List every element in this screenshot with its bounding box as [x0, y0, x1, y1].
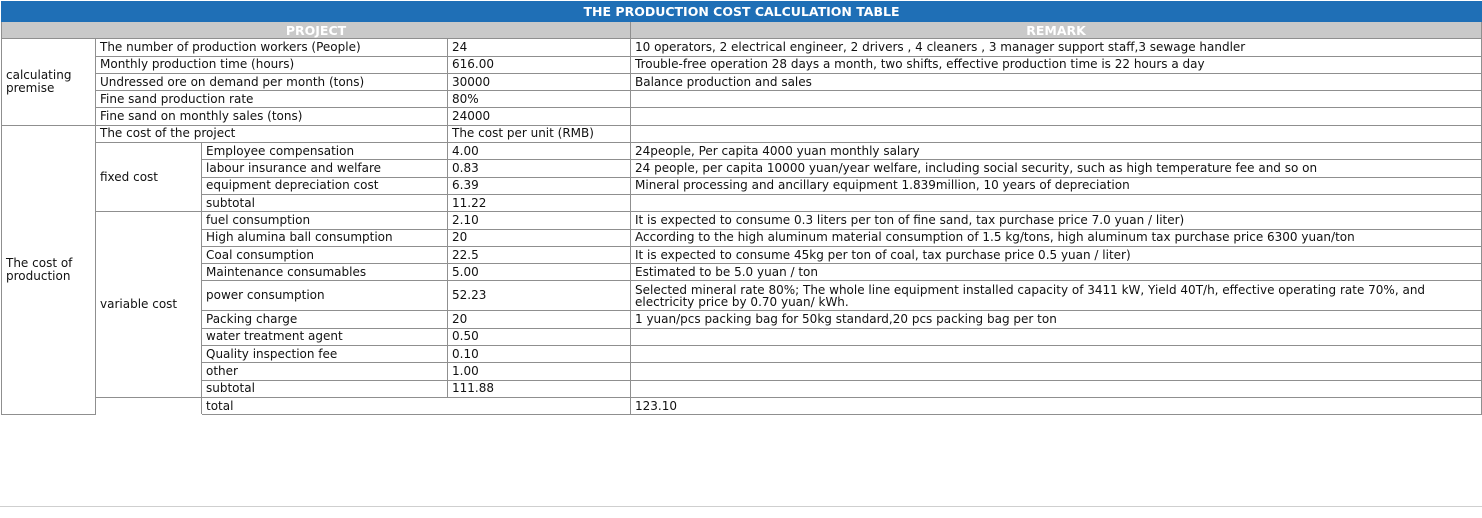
row-item: Undressed ore on demand per month (tons) [95, 72, 448, 92]
group-calculating-premise: calculating premise [1, 38, 96, 126]
row-remark: Estimated to be 5.0 yuan / ton [629, 263, 1482, 282]
row-remark: It is expected to consume 0.3 liters per… [629, 211, 1482, 230]
table-row: Fine sand on monthly sales (tons) 24000 [2, 107, 1482, 126]
header-remark: REMARK [629, 20, 1482, 40]
header-project: PROJECT [1, 20, 631, 40]
table-row: Quality inspection fee 0.10 [2, 345, 1482, 364]
row-item: Packing charge [201, 310, 448, 329]
table-row: labour insurance and welfare 0.83 24 peo… [2, 159, 1482, 178]
row-remark [629, 90, 1482, 109]
row-remark [629, 345, 1482, 364]
row-value: 1.00 [447, 362, 631, 381]
row-item: Quality inspection fee [201, 345, 448, 364]
row-remark [629, 193, 1482, 213]
row-value: 24000 [447, 107, 631, 126]
row-item: The number of production workers (People… [95, 38, 448, 57]
row-item: Fine sand on monthly sales (tons) [95, 107, 448, 126]
row-remark: Mineral processing and ancillary equipme… [629, 176, 1482, 195]
row-item: Employee compensation [201, 142, 448, 161]
row-remark: 1 yuan/pcs packing bag for 50kg standard… [629, 310, 1482, 329]
row-item: subtotal [201, 379, 448, 398]
row-value: 4.00 [447, 142, 631, 161]
row-value: 24 [447, 38, 631, 57]
header-row: PROJECT REMARK [1, 20, 1482, 40]
row-item: High alumina ball consumption [201, 228, 448, 247]
table-row: other 1.00 [2, 362, 1482, 381]
row-item: water treatment agent [201, 327, 448, 347]
row-value: 2.10 [447, 211, 631, 230]
row-item: Maintenance consumables [201, 263, 448, 282]
row-item: equipment depreciation cost [201, 176, 448, 195]
production-cost-table: THE PRODUCTION COST CALCULATION TABLE PR… [0, 1, 1482, 416]
row-remark [629, 327, 1482, 347]
table-row: High alumina ball consumption 20 Accordi… [2, 228, 1482, 247]
row-item: labour insurance and welfare [201, 159, 448, 178]
row-remark: 10 operators, 2 electrical engineer, 2 d… [629, 38, 1482, 57]
total-value: 123.10 [629, 396, 1482, 416]
bottom-divider [0, 506, 1482, 507]
table-row: fixed cost Employee compensation 4.00 24… [2, 142, 1482, 213]
row-value: 20 [447, 310, 631, 329]
row-value: 0.83 [447, 159, 631, 178]
row-value: The cost per unit (RMB) [447, 124, 631, 144]
total-label: total [201, 396, 631, 416]
row-value: 22.5 [447, 245, 631, 265]
table-row: Fine sand production rate 80% [2, 90, 1482, 109]
row-value: 30000 [447, 72, 631, 92]
group-cost-of-production: The cost of production [1, 124, 96, 416]
row-remark: Balance production and sales [629, 72, 1482, 92]
row-item: subtotal [201, 193, 448, 213]
total-spacer [95, 396, 202, 416]
row-value: 111.88 [447, 379, 631, 398]
row-value: 11.22 [447, 193, 631, 213]
row-remark: 24people, Per capita 4000 yuan monthly s… [629, 142, 1482, 161]
row-remark [629, 379, 1482, 398]
row-value: 52.23 [447, 280, 631, 312]
row-remark: Selected mineral rate 80%; The whole lin… [629, 280, 1482, 312]
row-value: 616.00 [447, 55, 631, 74]
row-value: 0.10 [447, 345, 631, 364]
table-row: power consumption 52.23 Selected mineral… [2, 280, 1482, 312]
row-item: The cost of the project [95, 124, 448, 144]
table-row: Maintenance consumables 5.00 Estimated t… [2, 263, 1482, 282]
row-value: 6.39 [447, 176, 631, 195]
title-row: THE PRODUCTION COST CALCULATION TABLE [0, 1, 1482, 22]
group-variable-cost: variable cost [95, 211, 202, 398]
row-value: 20 [447, 228, 631, 247]
table-row: water treatment agent 0.50 [2, 327, 1482, 347]
row-remark: According to the high aluminum material … [629, 228, 1482, 247]
row-item: Coal consumption [201, 245, 448, 265]
table-row: The cost of production The cost of the p… [1, 124, 1482, 416]
row-remark: Trouble-free operation 28 days a month, … [629, 55, 1482, 74]
row-remark: 24 people, per capita 10000 yuan/year we… [629, 159, 1482, 178]
table-row: variable cost fuel consumption 2.10 It i… [2, 211, 1482, 398]
table-row: Monthly production time (hours) 616.00 T… [2, 55, 1482, 74]
row-value: 5.00 [447, 263, 631, 282]
table-row: calculating premise The number of produc… [1, 38, 1482, 126]
table-row: Undressed ore on demand per month (tons)… [2, 72, 1482, 92]
total-row: total 123.10 [2, 396, 1482, 416]
table-row: subtotal 111.88 [2, 379, 1482, 398]
table-row: equipment depreciation cost 6.39 Mineral… [2, 176, 1482, 195]
cost-table-container: THE PRODUCTION COST CALCULATION TABLE PR… [0, 1, 1482, 416]
table-title: THE PRODUCTION COST CALCULATION TABLE [0, 1, 1482, 22]
row-remark [629, 124, 1482, 144]
table-row: Packing charge 20 1 yuan/pcs packing bag… [2, 310, 1482, 329]
table-row: subtotal 11.22 [2, 193, 1482, 213]
table-row: Coal consumption 22.5 It is expected to … [2, 245, 1482, 265]
row-value: 80% [447, 90, 631, 109]
row-remark [629, 362, 1482, 381]
row-item: Fine sand production rate [95, 90, 448, 109]
row-item: fuel consumption [201, 211, 448, 230]
group-fixed-cost: fixed cost [95, 142, 202, 213]
row-remark: It is expected to consume 45kg per ton o… [629, 245, 1482, 265]
row-remark [629, 107, 1482, 126]
row-item: other [201, 362, 448, 381]
row-value: 0.50 [447, 327, 631, 347]
row-item: power consumption [201, 280, 448, 312]
row-item: Monthly production time (hours) [95, 55, 448, 74]
